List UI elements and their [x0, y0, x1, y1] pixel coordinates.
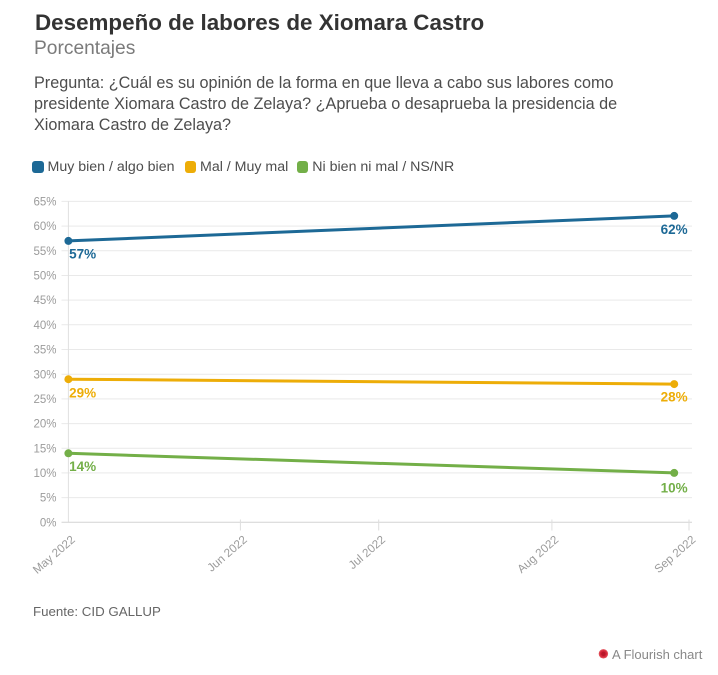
- svg-text:29%: 29%: [69, 386, 96, 401]
- svg-text:25%: 25%: [33, 394, 56, 406]
- svg-text:55%: 55%: [33, 246, 56, 258]
- svg-text:10%: 10%: [33, 468, 56, 480]
- svg-text:65%: 65%: [33, 197, 56, 209]
- svg-text:Jul 2022: Jul 2022: [346, 533, 388, 572]
- svg-text:57%: 57%: [69, 247, 96, 262]
- svg-text:20%: 20%: [33, 419, 56, 431]
- svg-text:5%: 5%: [40, 493, 57, 505]
- svg-text:28%: 28%: [661, 390, 688, 405]
- svg-text:15%: 15%: [33, 443, 56, 455]
- svg-text:May 2022: May 2022: [30, 533, 77, 576]
- svg-text:Sep 2022: Sep 2022: [652, 533, 698, 576]
- svg-text:60%: 60%: [33, 221, 56, 233]
- svg-text:30%: 30%: [33, 369, 56, 381]
- svg-text:14%: 14%: [69, 459, 96, 474]
- svg-text:Aug 2022: Aug 2022: [515, 533, 561, 576]
- svg-text:Jun 2022: Jun 2022: [205, 533, 250, 574]
- svg-text:35%: 35%: [33, 345, 56, 357]
- svg-text:10%: 10%: [661, 480, 688, 495]
- svg-text:45%: 45%: [33, 295, 56, 307]
- svg-text:40%: 40%: [33, 320, 56, 332]
- svg-text:62%: 62%: [661, 222, 688, 237]
- svg-text:50%: 50%: [33, 271, 56, 283]
- svg-text:0%: 0%: [40, 517, 57, 529]
